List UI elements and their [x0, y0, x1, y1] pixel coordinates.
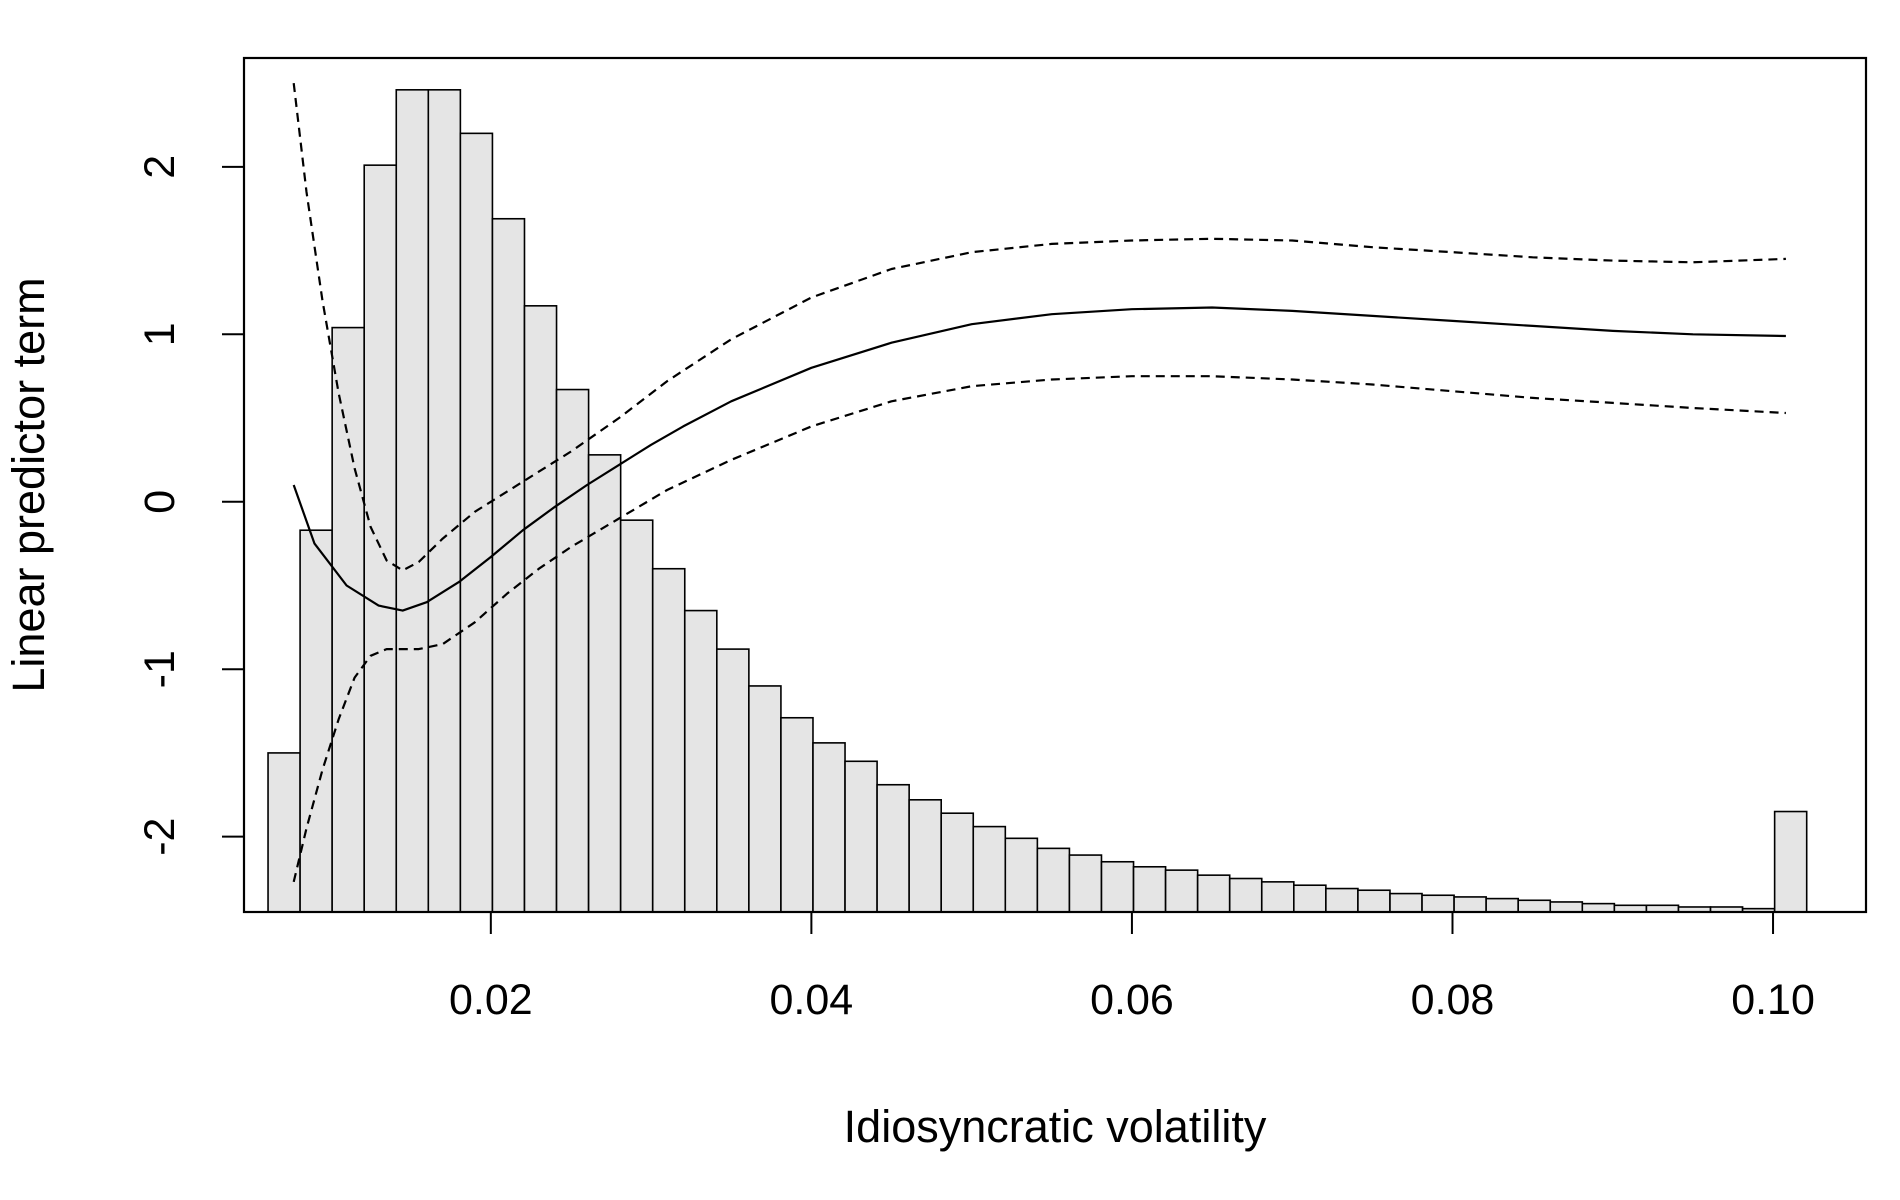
histogram-bar — [1517, 899, 1552, 913]
histogram-bar — [523, 305, 558, 913]
x-tick-label: 0.06 — [1090, 976, 1174, 1024]
confidence-band-line — [292, 82, 1786, 572]
y-tick-label: -2 — [136, 818, 184, 856]
histogram-bar — [844, 760, 878, 913]
histogram-bar — [299, 529, 333, 913]
y-tick-label: -1 — [136, 650, 184, 688]
histogram-bar — [587, 454, 622, 913]
histogram-bar — [972, 825, 1007, 913]
histogram-bar — [491, 217, 526, 913]
histogram-bar — [1357, 889, 1391, 913]
histogram-bar — [1325, 887, 1359, 913]
histogram-bar — [1453, 896, 1487, 913]
histogram-bar — [1293, 884, 1327, 913]
histogram-bar — [1196, 874, 1231, 913]
histogram-bar — [1132, 865, 1167, 913]
histogram-bar — [1485, 897, 1519, 913]
histogram-bar — [651, 567, 686, 913]
histogram-bar — [395, 89, 430, 913]
histogram-bar — [1228, 877, 1263, 913]
histogram-bar — [267, 752, 301, 913]
histogram-bar — [908, 799, 943, 913]
histogram-bar — [555, 388, 590, 913]
histogram-bar — [331, 326, 366, 913]
histogram-bar — [1421, 894, 1455, 913]
histogram-bar — [683, 609, 718, 913]
histogram-bar — [748, 685, 782, 913]
x-axis-title: Idiosyncratic volatility — [844, 1101, 1267, 1152]
x-axis: 0.02 0.04 0.06 0.08 0.10 — [449, 911, 1815, 1024]
y-tick-label: 1 — [136, 322, 184, 346]
histogram-bar — [1164, 869, 1199, 913]
histogram-bar — [459, 132, 494, 913]
histogram-bar — [619, 519, 654, 913]
histogram-bar — [1773, 810, 1808, 913]
y-axis-title: Linear predictor term — [3, 277, 54, 692]
histogram-bar — [876, 783, 910, 913]
histogram-bar — [427, 89, 462, 913]
x-tick-label: 0.08 — [1411, 976, 1495, 1024]
confidence-band-line — [292, 375, 1786, 883]
y-tick-label: 2 — [136, 155, 184, 179]
histogram-bar — [1004, 837, 1039, 913]
curve-lines — [292, 82, 1786, 883]
y-tick-label: 0 — [136, 490, 184, 514]
fitted-curve-line — [292, 306, 1786, 612]
histogram-bars — [267, 89, 1808, 913]
x-tick-label: 0.04 — [770, 976, 854, 1024]
histogram-bar — [1100, 860, 1135, 913]
histogram-bar — [363, 164, 398, 913]
histogram-bar — [1389, 892, 1423, 913]
histogram-bar — [940, 812, 975, 913]
x-tick-label: 0.02 — [449, 976, 533, 1024]
histogram-bar — [1036, 847, 1071, 913]
histogram-bar — [812, 742, 846, 913]
histogram-bar — [1068, 854, 1103, 913]
y-axis: -2 -1 0 1 2 — [136, 155, 245, 856]
x-tick-label: 0.10 — [1731, 976, 1815, 1024]
histogram-bar — [1549, 901, 1584, 913]
histogram-bar — [780, 716, 814, 913]
histogram-bar — [1260, 881, 1295, 913]
histogram-bar — [716, 648, 750, 913]
histogram-bar — [1581, 902, 1616, 913]
